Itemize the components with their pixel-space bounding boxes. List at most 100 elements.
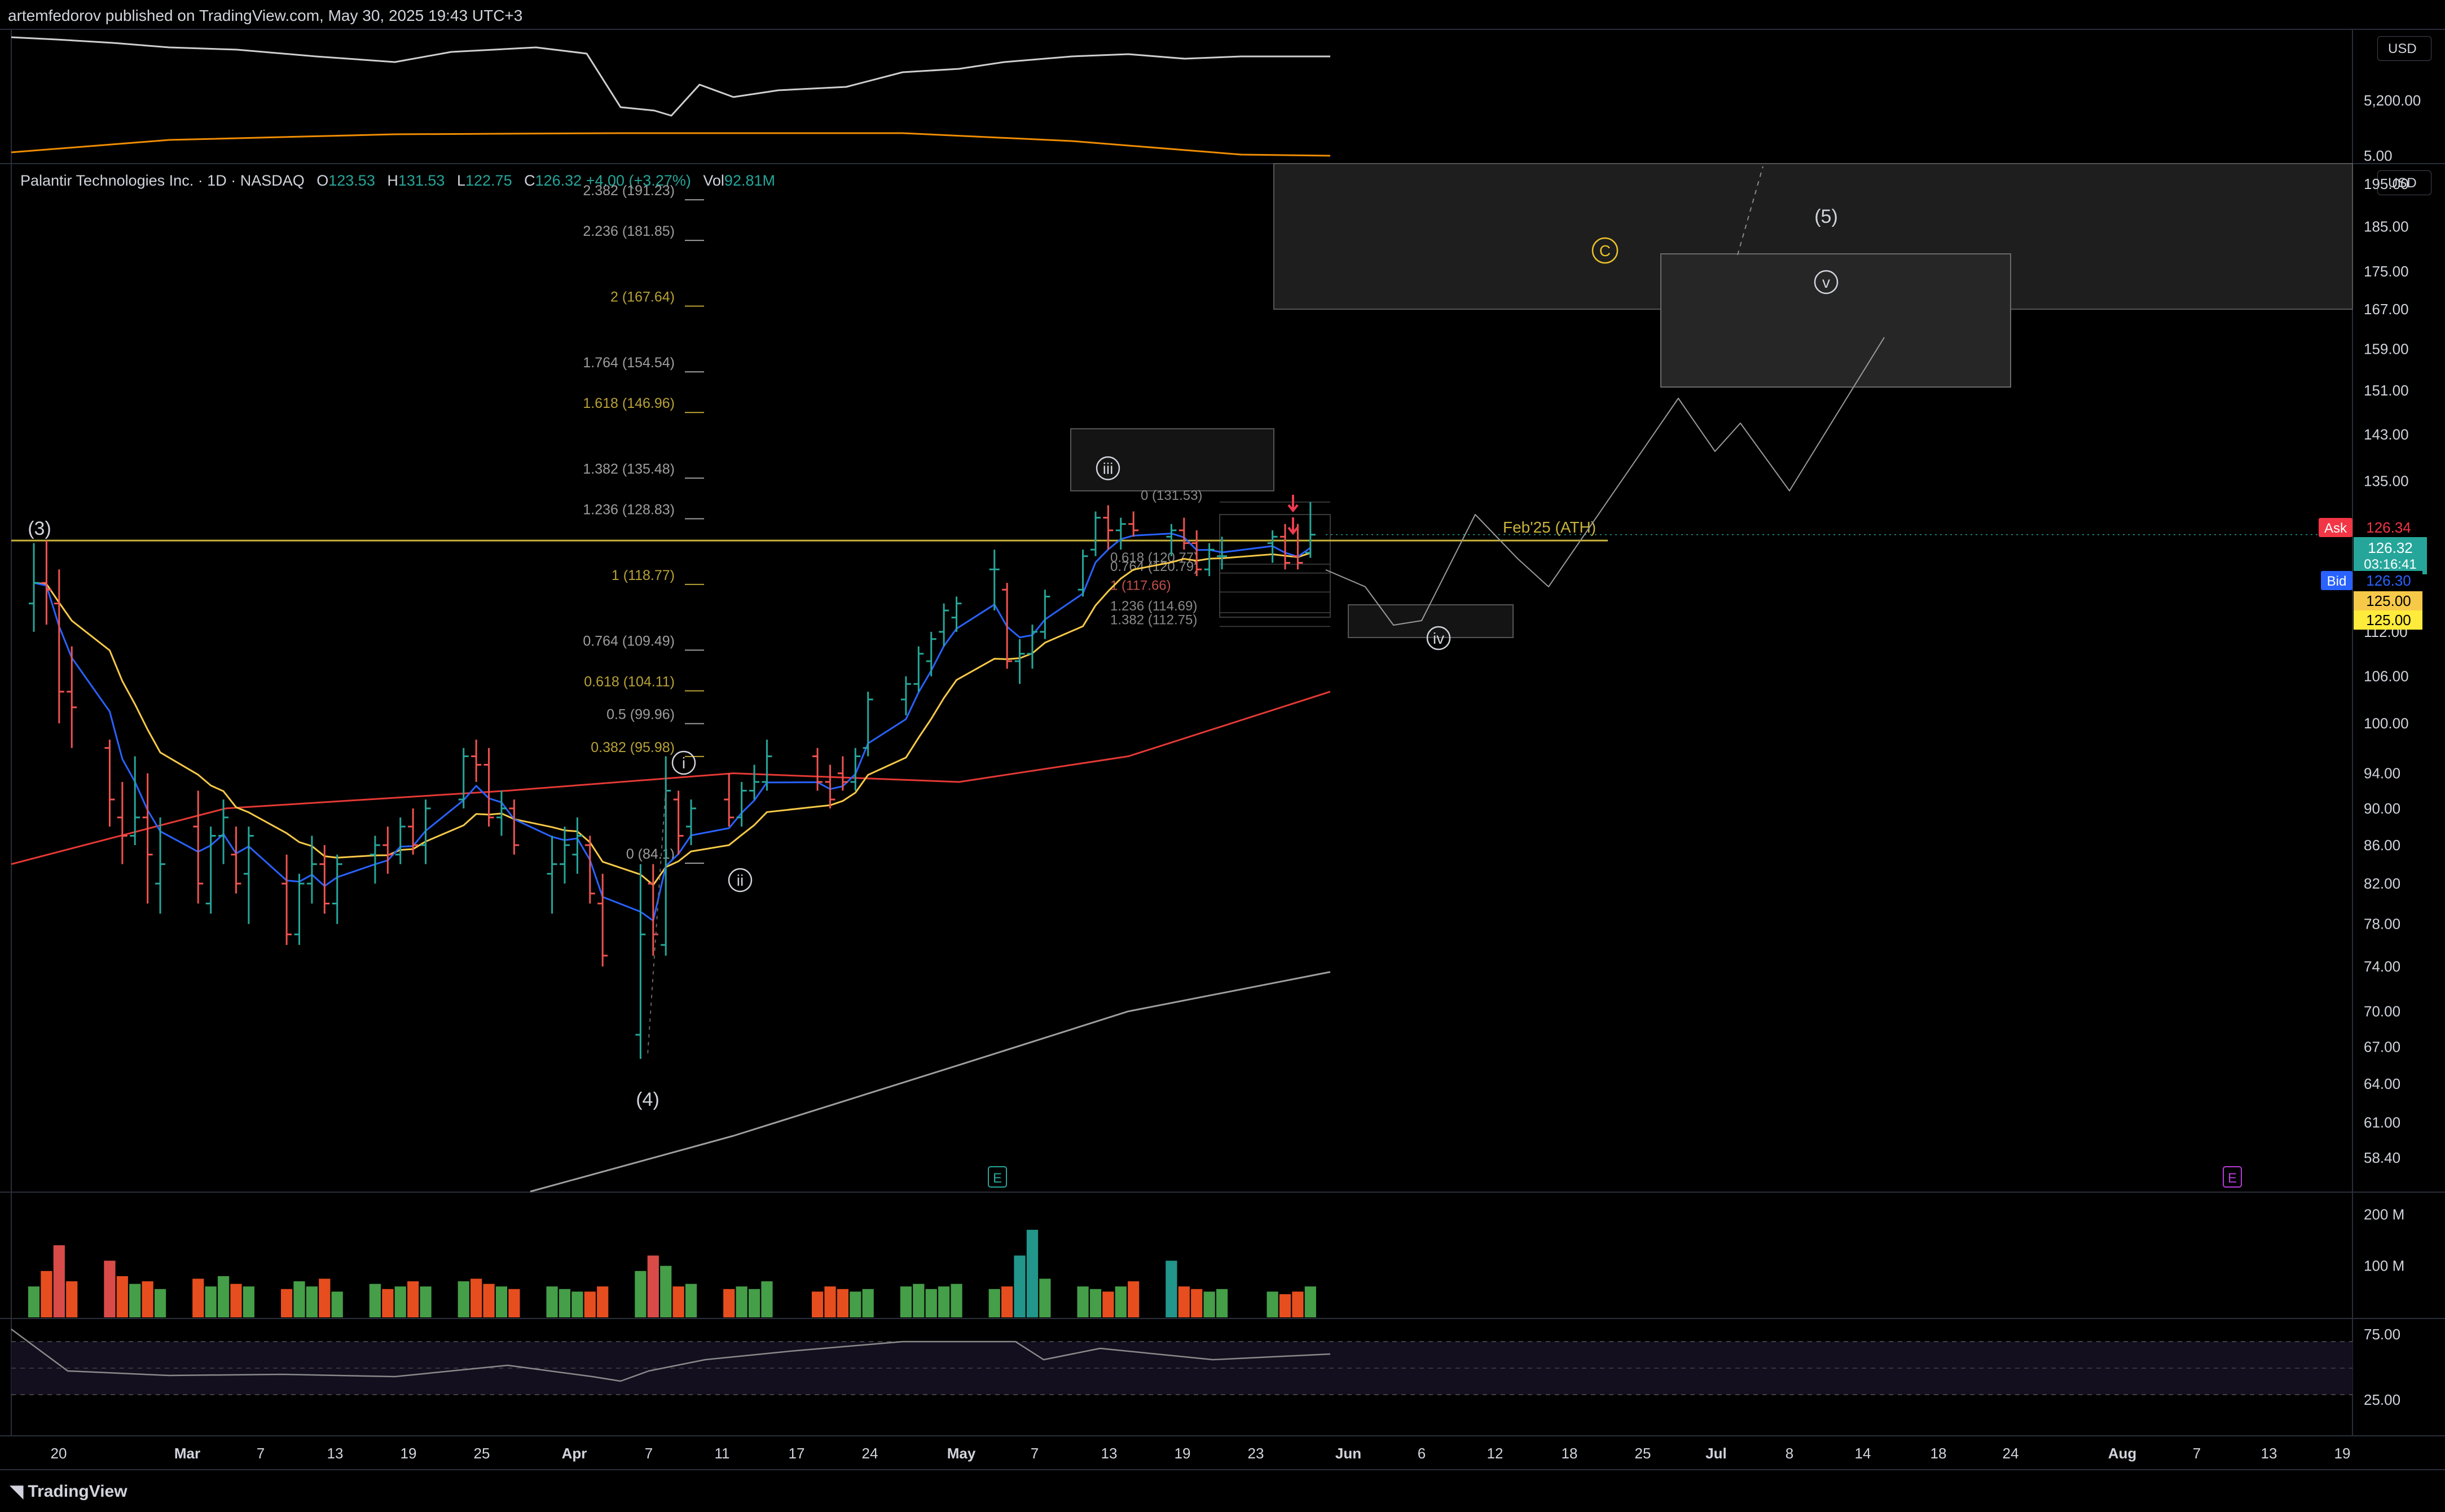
volume-bar [597, 1286, 609, 1317]
price-tick-label: 67.00 [2364, 1038, 2400, 1055]
price-tick-label: 135.00 [2364, 473, 2409, 490]
target-zone-v [1660, 253, 2011, 388]
date-tick-label: 12 [1487, 1445, 1503, 1462]
date-tick-label: 13 [1101, 1445, 1118, 1462]
retracement-box [1219, 514, 1331, 618]
volume-bar [736, 1286, 747, 1317]
earnings-marker [988, 1166, 1007, 1188]
volume-bar [41, 1271, 52, 1317]
volume-bar [382, 1289, 394, 1317]
wave-iv-zone [1348, 604, 1514, 638]
volume-bar [862, 1289, 874, 1317]
date-tick-label: 8 [1786, 1445, 1793, 1462]
legend-open: 123.53 [328, 172, 375, 189]
symbol-legend: Palantir Technologies Inc. · 1D · NASDAQ… [20, 172, 775, 190]
date-tick-label: Jun [1335, 1445, 1361, 1462]
currency-button-top[interactable]: USD [2377, 36, 2431, 61]
volume-bar [635, 1271, 647, 1317]
signal-arrow-icon [1287, 495, 1299, 513]
volume-bar [1026, 1229, 1039, 1317]
projected-path [1325, 337, 1885, 626]
volume-bar [951, 1284, 962, 1317]
volume-bar [470, 1278, 482, 1317]
legend-symbol[interactable]: Palantir Technologies Inc. · 1D · NASDAQ [20, 172, 305, 189]
date-tick-label: May [947, 1445, 976, 1462]
volume-bar [1089, 1289, 1102, 1317]
fib-retr-label: 1 (117.66) [1110, 578, 1171, 593]
date-tick-label: 13 [2261, 1445, 2277, 1462]
volume-bar [1039, 1278, 1051, 1317]
volume-bar [1267, 1291, 1278, 1317]
volume-bar [495, 1286, 508, 1317]
volume-bar [988, 1289, 1000, 1317]
fib-ext-label: 0.618 (104.11) [584, 674, 675, 689]
date-tick-label: 25 [1635, 1445, 1651, 1462]
bid-key-label: Bid [2327, 574, 2347, 589]
legend-close: 126.32 [535, 172, 582, 189]
volume-bar [1216, 1289, 1228, 1317]
fib-ext-label: 0.5 (99.96) [606, 707, 675, 723]
earnings-marker [2223, 1166, 2242, 1188]
volume-bar [458, 1281, 469, 1317]
volume-bar [647, 1255, 659, 1317]
date-tick-label: 6 [1418, 1445, 1426, 1462]
legend-low-key: L [456, 172, 465, 189]
volume-bar [723, 1289, 735, 1317]
rsi-line [11, 1328, 1331, 1382]
volume-bar [660, 1265, 672, 1317]
wave-iii-zone [1070, 428, 1274, 491]
ema-slow-line [11, 691, 1331, 865]
fib-ext-label: 0.382 (95.98) [591, 740, 675, 755]
ath-label: Feb'25 (ATH) [1503, 518, 1596, 536]
volume-bar [1191, 1289, 1203, 1317]
price-tick-label: 143.00 [2364, 426, 2409, 443]
volume-bar [205, 1286, 217, 1317]
volume-bar [925, 1289, 937, 1317]
date-tick-label: 19 [401, 1445, 417, 1462]
price-tick-label: 167.00 [2364, 301, 2409, 318]
volume-bar [559, 1289, 571, 1317]
volume-bar [142, 1281, 153, 1317]
last-price-badge [2354, 537, 2427, 574]
ema-mid-line [33, 552, 1311, 886]
date-tick-label: 11 [715, 1445, 730, 1462]
fib-ext-label: 2.236 (181.85) [583, 223, 675, 239]
legend-volume: 92.81M [724, 172, 775, 189]
price-tick-label: 82.00 [2364, 875, 2400, 892]
volume-bar [1001, 1286, 1013, 1317]
volume-bar [546, 1286, 558, 1317]
date-tick-label: 25 [474, 1445, 490, 1462]
tradingview-logo[interactable]: ◥ TradingView [10, 1482, 127, 1501]
price-tick-label: 175.00 [2364, 263, 2409, 280]
volume-bar [217, 1276, 230, 1317]
date-tick-label: 19 [1175, 1445, 1191, 1462]
volume-bar [761, 1281, 773, 1317]
ask-price-label-bg [2354, 518, 2422, 537]
ema-price-label-2: 125.00 [2366, 612, 2411, 628]
volume-bar [1279, 1294, 1291, 1317]
top-indicator-line [11, 36, 1330, 117]
date-tick-label: 20 [51, 1445, 67, 1462]
fib-retr-label: 0.618 (120.77) [1110, 550, 1198, 565]
fib-ext-label: 0 (84.1) [626, 846, 675, 862]
volume-bar [508, 1289, 520, 1317]
volume-bar [672, 1286, 684, 1317]
currency-button-main[interactable]: USD [2377, 170, 2431, 195]
top-tick-label: 5,200.00 [2364, 92, 2421, 109]
volume-bar [192, 1278, 204, 1317]
price-tick-label: 90.00 [2364, 800, 2400, 817]
volume-bar [280, 1289, 293, 1317]
fib-ext-label: 1.236 (128.83) [583, 502, 675, 518]
volume-bar [571, 1291, 583, 1317]
top-tick-label: 5.00 [2364, 147, 2393, 164]
volume-bar [394, 1286, 406, 1317]
date-tick-label: 7 [1031, 1445, 1039, 1462]
projected-dashed-path [1737, 166, 1764, 256]
volume-bar [369, 1284, 381, 1317]
volume-bar [28, 1286, 40, 1317]
wave-label-iii-ring [1096, 456, 1120, 481]
date-tick-label: 18 [1931, 1445, 1947, 1462]
bid-price-label: 126.30 [2366, 572, 2411, 589]
wave-label-ii-ring [728, 868, 753, 893]
